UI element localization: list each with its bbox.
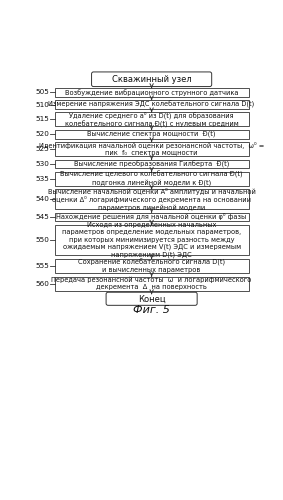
FancyBboxPatch shape (55, 259, 248, 273)
Text: 520: 520 (35, 131, 49, 137)
Text: Возбуждение вибрационного струнного датчика: Возбуждение вибрационного струнного датч… (65, 89, 238, 96)
Text: 505: 505 (35, 90, 49, 96)
FancyBboxPatch shape (106, 292, 197, 306)
FancyBboxPatch shape (55, 160, 248, 168)
Text: 555: 555 (35, 263, 49, 269)
Text: Измерение напряжения ЭДС колебательного сигнала D(t): Измерение напряжения ЭДС колебательного … (48, 101, 255, 108)
Text: Скважинный узел: Скважинный узел (112, 74, 192, 84)
Text: 540: 540 (35, 196, 49, 202)
FancyBboxPatch shape (55, 172, 248, 186)
Text: 525: 525 (35, 146, 49, 152)
Text: Конец: Конец (138, 294, 166, 304)
FancyBboxPatch shape (55, 142, 248, 156)
FancyBboxPatch shape (92, 72, 212, 86)
Text: Сохранение колебательного сигнала D(t)
и вычисленных параметров: Сохранение колебательного сигнала D(t) и… (78, 258, 225, 274)
Text: Вычисление начальной оценки A⁰ амплитуды и начальной
оценки Δ⁰ логарифмического : Вычисление начальной оценки A⁰ амплитуды… (48, 188, 256, 211)
FancyBboxPatch shape (55, 276, 248, 290)
Text: 510: 510 (35, 102, 49, 107)
FancyBboxPatch shape (55, 100, 248, 109)
FancyBboxPatch shape (55, 224, 248, 256)
Text: 545: 545 (35, 214, 49, 220)
FancyBboxPatch shape (55, 112, 248, 126)
Text: Идентификация начальной оценки резонансной частоты,  ω⁰ =
пик  f₀  спектра мощно: Идентификация начальной оценки резонансн… (39, 142, 264, 156)
Text: Передача резонансной частоты  ω  и логарифмического
декремента  Δ  на поверхност: Передача резонансной частоты ω и логариф… (52, 276, 252, 290)
Text: Исходя из определенных начальных
параметров определение модельных параметров,
пр: Исходя из определенных начальных парамет… (62, 222, 241, 258)
Text: 535: 535 (35, 176, 49, 182)
Text: 560: 560 (35, 280, 49, 286)
FancyBboxPatch shape (55, 190, 248, 209)
Text: 530: 530 (35, 161, 49, 167)
Text: 515: 515 (35, 116, 49, 122)
Text: Фиг. 5: Фиг. 5 (133, 304, 170, 314)
FancyBboxPatch shape (55, 212, 248, 221)
FancyBboxPatch shape (55, 130, 248, 138)
Text: Вычисление преобразования Гилберта  Đ(t): Вычисление преобразования Гилберта Đ(t) (74, 160, 229, 168)
Text: Вычисление спектра мощности  Đ(t): Вычисление спектра мощности Đ(t) (87, 131, 216, 138)
Text: 550: 550 (35, 237, 49, 243)
Text: Нахождение решения для начальной оценки φ⁰ фазы: Нахождение решения для начальной оценки … (57, 214, 247, 220)
FancyBboxPatch shape (55, 88, 248, 96)
Text: Вычисление целевого колебательного сигнала Đ(t)
подгонка линейной модели к Đ(t): Вычисление целевого колебательного сигна… (60, 171, 243, 186)
Text: Удаление среднего a⁰ из D(t) для образования
колебательного сигнала Đ(t) с нулев: Удаление среднего a⁰ из D(t) для образов… (65, 111, 239, 128)
